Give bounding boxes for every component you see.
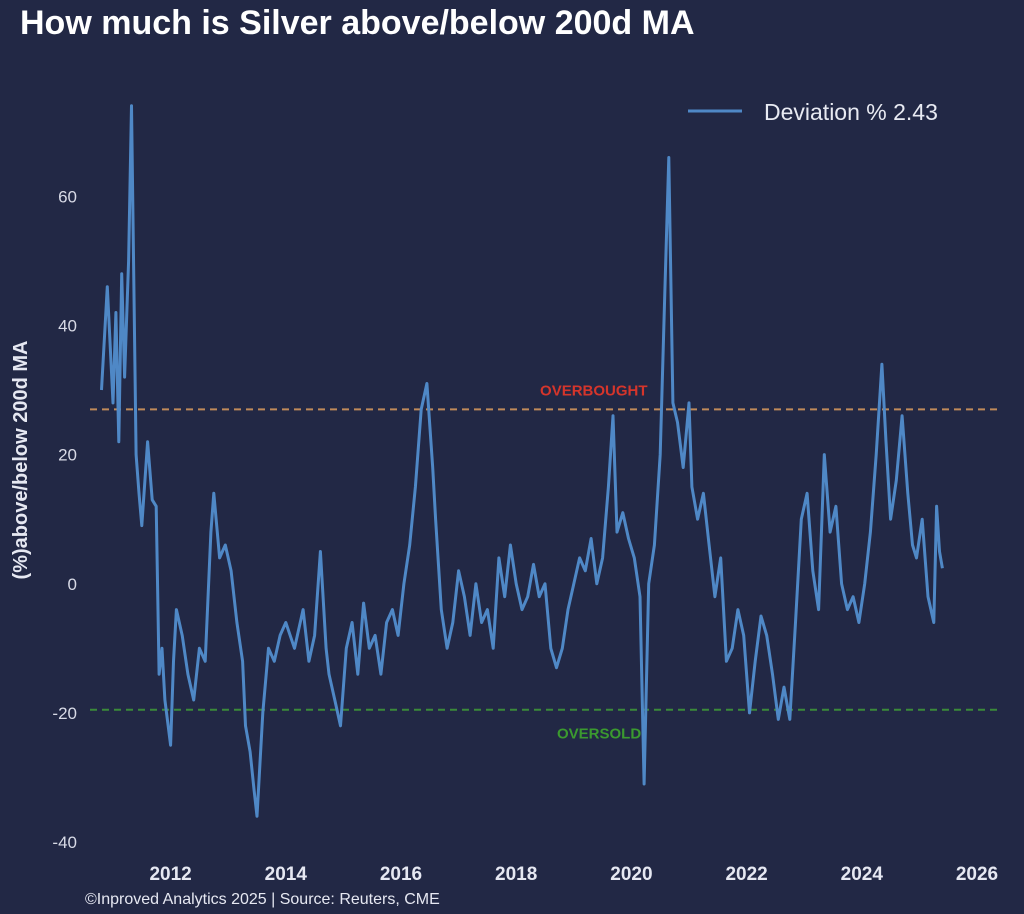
y-tick-label: -20: [52, 704, 77, 723]
x-tick-label: 2012: [149, 864, 191, 885]
y-tick-label: 40: [58, 316, 77, 335]
x-tick-label: 2020: [610, 864, 652, 885]
x-tick-label: 2014: [265, 864, 308, 885]
y-axis-ticks: -40 -20 0 20 40 60: [52, 187, 77, 852]
overbought-label: OVERBOUGHT: [540, 382, 648, 399]
x-tick-label: 2016: [380, 864, 422, 885]
x-axis-ticks: 2012 2014 2016 2018 2020 2022 2024 2026: [149, 864, 998, 885]
x-tick-label: 2018: [495, 864, 537, 885]
y-tick-label: 0: [68, 575, 77, 594]
x-tick-label: 2024: [841, 864, 884, 885]
oversold-label: OVERSOLD: [557, 726, 641, 743]
y-axis-label: (%)above/below 200d MA: [10, 341, 32, 580]
series-line-deviation: [100, 104, 944, 818]
x-tick-label: 2026: [956, 864, 998, 885]
reference-lines: [90, 408, 1000, 711]
chart-title: How much is Silver above/below 200d MA: [20, 4, 695, 42]
source-credit: ©Inproved Analytics 2025 | Source: Reute…: [85, 891, 440, 908]
y-tick-label: -40: [52, 833, 77, 852]
series-layer: [100, 104, 944, 818]
y-tick-label: 20: [58, 446, 77, 465]
y-tick-label: 60: [58, 187, 77, 206]
x-tick-label: 2022: [725, 864, 767, 885]
legend: Deviation % 2.43: [688, 99, 938, 125]
legend-label: Deviation % 2.43: [764, 99, 938, 125]
